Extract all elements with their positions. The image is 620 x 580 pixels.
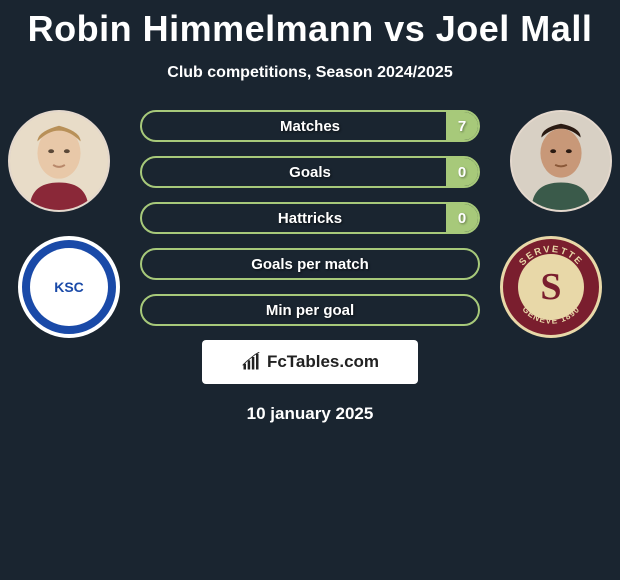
avatar-placeholder-icon: [512, 112, 610, 210]
player1-name: Robin Himmelmann: [28, 8, 374, 49]
stat-label: Goals per match: [251, 256, 369, 273]
subtitle: Club competitions, Season 2024/2025: [0, 64, 620, 82]
vs-text: vs: [384, 8, 425, 49]
player2-club-badge: S SERVETTE GENÈVE 1890: [500, 236, 602, 338]
brand-box: FcTables.com: [202, 340, 418, 384]
stat-label: Min per goal: [266, 302, 354, 319]
brand-text: FcTables.com: [267, 352, 379, 372]
stat-bar: Goals per match: [140, 248, 480, 280]
stat-label: Hattricks: [278, 210, 342, 227]
player2-avatar: [510, 110, 612, 212]
date-text: 10 january 2025: [0, 404, 620, 424]
player1-avatar: [8, 110, 110, 212]
club-right-letter: S: [518, 254, 584, 320]
chart-icon: [241, 352, 261, 372]
stat-label: Goals: [289, 164, 331, 181]
stat-value: 0: [446, 204, 478, 232]
avatar-placeholder-icon: [10, 112, 108, 210]
stat-bar: Hattricks 0: [140, 202, 480, 234]
stat-value: 0: [446, 158, 478, 186]
stat-bars: Matches 7 Goals 0 Hattricks 0 Goals per …: [140, 110, 480, 326]
page-title: Robin Himmelmann vs Joel Mall: [0, 0, 620, 50]
player1-club-badge: KSC: [18, 236, 120, 338]
stat-bar: Min per goal: [140, 294, 480, 326]
comparison-content: KSC S SERVETTE GENÈVE 1890 Matches 7 Goa…: [0, 110, 620, 424]
player2-name: Joel Mall: [436, 8, 593, 49]
club-left-text: KSC: [30, 248, 108, 326]
stat-value: 7: [446, 112, 478, 140]
stat-bar: Goals 0: [140, 156, 480, 188]
stat-label: Matches: [280, 118, 340, 135]
stat-bar: Matches 7: [140, 110, 480, 142]
